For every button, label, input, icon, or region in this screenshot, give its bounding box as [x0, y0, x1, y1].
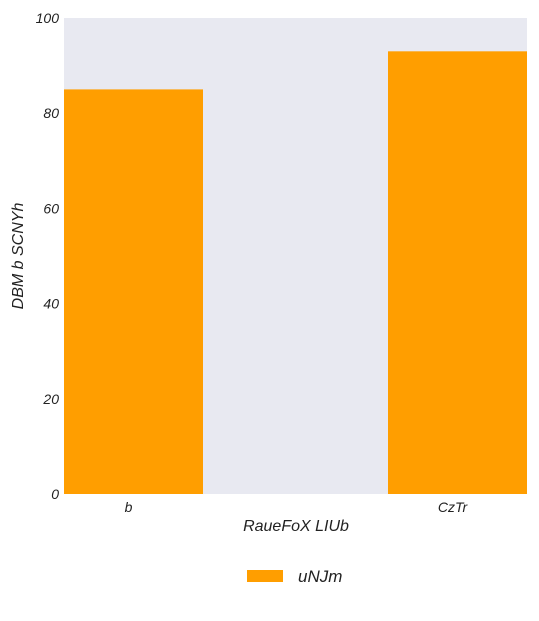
y-tick-label: 80	[43, 105, 59, 121]
bar-b	[64, 89, 203, 494]
legend-swatch	[247, 570, 283, 582]
x-axis-ticks: b CzTr	[125, 499, 469, 515]
y-tick-label: 0	[51, 486, 59, 502]
x-tick-label: CzTr	[438, 499, 469, 515]
y-axis-title: DBM b SCNYh	[10, 203, 27, 310]
x-tick-label: b	[125, 499, 133, 515]
y-axis-ticks: 0 20 40 60 80 100	[36, 10, 60, 502]
y-tick-label: 40	[43, 296, 59, 312]
x-axis-title: RaueFoX LIUb	[243, 518, 349, 535]
bar-cztr	[388, 51, 527, 494]
legend-label: uNJm	[298, 567, 342, 586]
y-tick-label: 60	[43, 200, 59, 216]
y-tick-label: 20	[42, 391, 59, 407]
legend: uNJm	[247, 567, 342, 586]
y-tick-label: 100	[36, 10, 60, 26]
